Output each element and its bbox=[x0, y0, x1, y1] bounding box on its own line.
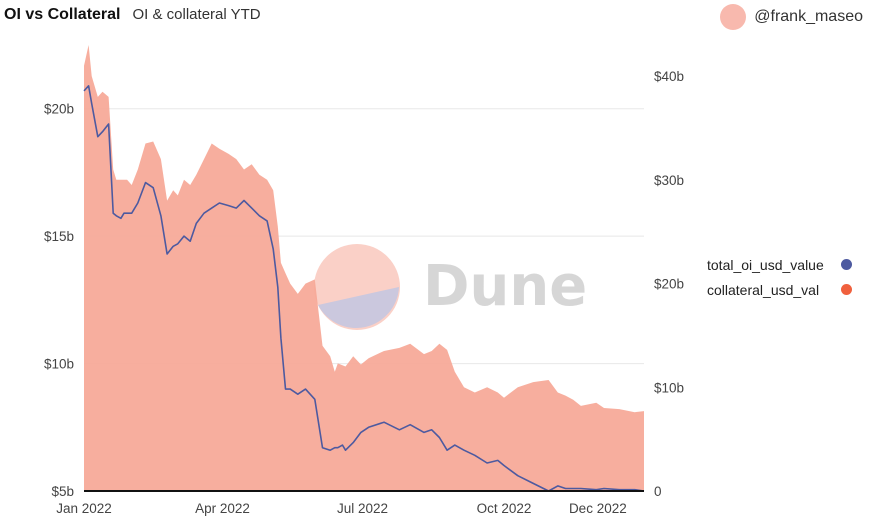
y-left-tick-label: $5b bbox=[51, 484, 74, 499]
x-tick-label: Oct 2022 bbox=[477, 501, 532, 516]
legend-dot-collateral bbox=[841, 284, 852, 295]
oi-line bbox=[83, 85, 645, 492]
chart-header: OI vs Collateral OI & collateral YTD bbox=[4, 6, 261, 28]
legend: total_oi_usd_value collateral_usd_val bbox=[707, 252, 859, 302]
chart-title: OI vs Collateral bbox=[4, 6, 121, 23]
y-left-tick-label: $10b bbox=[44, 357, 74, 372]
legend-item-oi[interactable]: total_oi_usd_value bbox=[707, 252, 859, 277]
author-badge[interactable]: @frank_maseo bbox=[720, 4, 863, 30]
series-layer bbox=[83, 45, 645, 492]
legend-dot-oi bbox=[841, 259, 852, 270]
y-right-tick-label: $10b bbox=[654, 380, 684, 395]
chart-subtitle: OI & collateral YTD bbox=[132, 6, 261, 23]
x-tick-label: Apr 2022 bbox=[195, 501, 250, 516]
y-right-tick-label: $30b bbox=[654, 173, 684, 188]
dune-watermark: Dune bbox=[314, 244, 587, 330]
author-name[interactable]: @frank_maseo bbox=[754, 8, 863, 25]
y-right-tick-label: $20b bbox=[654, 277, 684, 292]
legend-label-collateral: collateral_usd_val bbox=[707, 281, 820, 298]
y-right-tick-label: $40b bbox=[654, 69, 684, 84]
y-right-tick-label: 0 bbox=[654, 484, 662, 499]
legend-item-collateral[interactable]: collateral_usd_val bbox=[707, 277, 859, 302]
axes-layer: $5b $10b $15b $20b 0 $10b $20b $30b $40b Jan 2022… bbox=[44, 69, 684, 516]
x-tick-label: Jul 2022 bbox=[337, 501, 388, 516]
y-left-tick-label: $20b bbox=[44, 102, 74, 117]
avatar bbox=[720, 4, 747, 30]
x-tick-label: Jan 2022 bbox=[56, 501, 112, 516]
watermark-logo-bottom bbox=[318, 287, 399, 328]
x-tick-label: Dec 2022 bbox=[569, 501, 627, 516]
y-left-tick-label: $15b bbox=[44, 229, 74, 244]
watermark-text: Dune bbox=[423, 254, 587, 319]
legend-label-oi: total_oi_usd_value bbox=[707, 256, 824, 273]
collateral-area bbox=[84, 45, 644, 491]
